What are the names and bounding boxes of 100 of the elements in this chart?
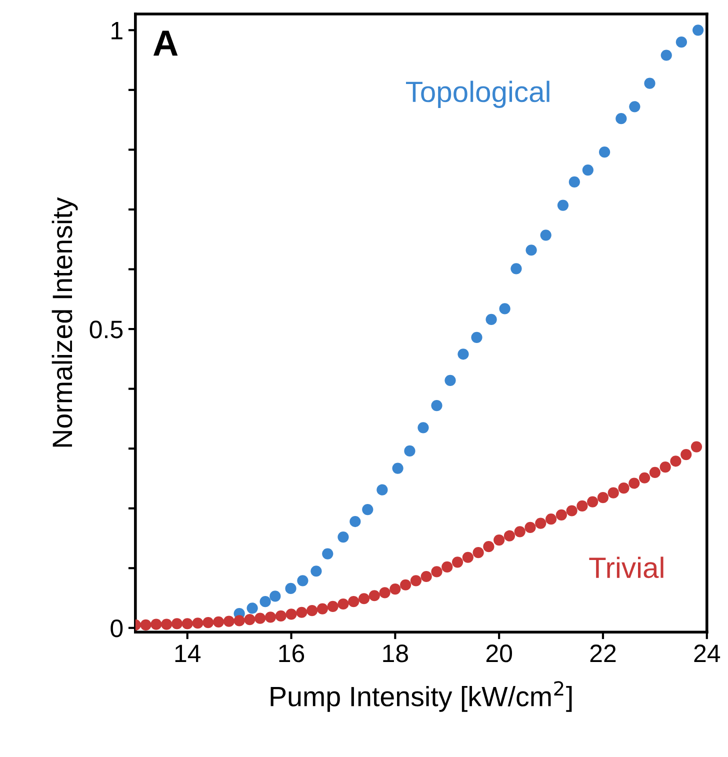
- point: [420, 570, 432, 582]
- x-tick-label: 24: [694, 644, 720, 662]
- point: [680, 449, 692, 460]
- point: [140, 619, 152, 630]
- point: [379, 587, 390, 598]
- point: [690, 441, 702, 452]
- point: [234, 615, 245, 626]
- point: [628, 478, 640, 489]
- x-axis-title: Pump Intensity [kW/cm$^{2}$]: [270, 681, 572, 712]
- point: [286, 608, 297, 620]
- point: [171, 618, 183, 630]
- point: [192, 618, 204, 629]
- point: [587, 496, 598, 508]
- point: [327, 600, 338, 612]
- point: [376, 484, 388, 496]
- point: [629, 101, 640, 112]
- point: [504, 530, 516, 542]
- point: [246, 602, 258, 614]
- y-tick-label: 1: [112, 22, 122, 40]
- point: [400, 579, 412, 590]
- point: [566, 505, 578, 516]
- point: [338, 531, 349, 543]
- point: [660, 462, 671, 473]
- point: [514, 526, 526, 538]
- point: [285, 582, 296, 594]
- x-tick-label: 18: [383, 644, 408, 662]
- x-tick-label: 22: [590, 644, 616, 662]
- point: [556, 509, 567, 520]
- point: [182, 618, 193, 630]
- y-tick-label: 0.5: [90, 320, 123, 338]
- point: [297, 575, 308, 586]
- point: [444, 374, 456, 386]
- point: [499, 303, 510, 314]
- point: [264, 612, 276, 623]
- point: [161, 618, 172, 630]
- point: [348, 596, 360, 608]
- point: [270, 590, 281, 602]
- point: [582, 164, 594, 176]
- point: [471, 332, 482, 343]
- point: [212, 616, 224, 628]
- point: [338, 598, 349, 610]
- point: [618, 482, 630, 494]
- point: [545, 514, 557, 525]
- point: [350, 516, 361, 528]
- point: [526, 244, 537, 256]
- point: [486, 314, 497, 326]
- point: [358, 593, 370, 604]
- point: [431, 400, 442, 412]
- point: [458, 348, 469, 360]
- point: [670, 456, 682, 467]
- point: [442, 561, 453, 572]
- point: [310, 566, 322, 577]
- point: [150, 618, 162, 630]
- point: [494, 534, 505, 546]
- point: [568, 176, 580, 188]
- point: [410, 575, 422, 586]
- point: [644, 78, 656, 89]
- point: [597, 492, 609, 504]
- point: [260, 596, 271, 608]
- point: [223, 616, 234, 627]
- point: [608, 487, 619, 498]
- point: [638, 472, 650, 484]
- point: [404, 445, 416, 457]
- point: [418, 422, 429, 434]
- point: [462, 552, 474, 563]
- point: [452, 556, 464, 568]
- point: [676, 36, 687, 48]
- point: [296, 606, 308, 618]
- point: [576, 500, 588, 512]
- point: [368, 590, 380, 602]
- point: [202, 616, 214, 628]
- annotation: A: [153, 30, 178, 56]
- point: [524, 522, 536, 534]
- point: [649, 466, 660, 478]
- point: [431, 566, 442, 578]
- point: [540, 230, 552, 241]
- point: [557, 200, 569, 211]
- point: [390, 584, 401, 595]
- y-tick-label: 0: [110, 620, 123, 638]
- point: [510, 263, 522, 274]
- x-tick-label: 16: [279, 644, 304, 662]
- point: [322, 548, 334, 560]
- y-axis-title: Normalized Intensity: [52, 197, 78, 447]
- point: [616, 113, 627, 124]
- point: [306, 605, 318, 616]
- point: [660, 50, 672, 61]
- point: [362, 504, 374, 516]
- point: [244, 614, 256, 626]
- point: [598, 146, 610, 158]
- point: [483, 541, 494, 552]
- point: [472, 547, 484, 558]
- x-tick-label: 14: [175, 644, 201, 662]
- series-label: Trivial: [589, 556, 664, 578]
- point: [316, 603, 328, 614]
- point: [275, 610, 286, 622]
- point: [692, 24, 704, 36]
- point: [254, 612, 266, 624]
- text: Topological: [406, 80, 550, 108]
- point: [392, 462, 404, 474]
- point: [535, 518, 546, 529]
